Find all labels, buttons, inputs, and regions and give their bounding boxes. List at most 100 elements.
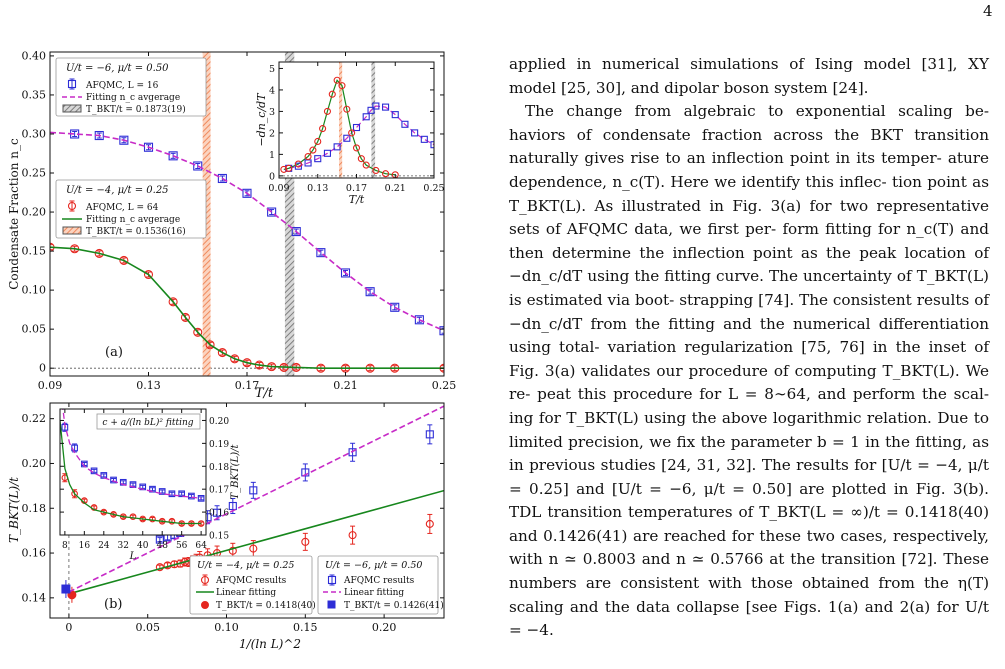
data-point-square bbox=[327, 575, 337, 585]
x-tick-label: 0.13 bbox=[136, 379, 161, 392]
y-tick-label: 0.10 bbox=[22, 284, 47, 297]
data-point-square bbox=[193, 161, 203, 171]
data-point-circle bbox=[205, 340, 215, 350]
tbkt-band bbox=[339, 62, 343, 178]
data-point-square bbox=[340, 268, 351, 278]
x-tick-label: 40 bbox=[137, 541, 149, 551]
tbkt-band bbox=[371, 62, 376, 178]
data-point-circle bbox=[357, 155, 365, 163]
x-tick-label: 0 bbox=[65, 621, 72, 634]
text-line: strapping [74]. The consistent results o… bbox=[509, 290, 990, 333]
legend-swatch bbox=[201, 601, 209, 609]
text-line: validates our procedure of computing T_B… bbox=[509, 361, 989, 404]
x-tick-label: 64 bbox=[195, 541, 207, 551]
text-line: haviors of condensate fraction across th… bbox=[509, 125, 989, 144]
data-point-square bbox=[414, 315, 424, 325]
legend-entry: Fitting n_c avgerage bbox=[86, 93, 180, 103]
data-point-circle bbox=[333, 76, 341, 84]
series-line bbox=[68, 489, 444, 595]
y-tick-label: 0.20 bbox=[22, 457, 47, 470]
data-point-circle bbox=[230, 354, 240, 364]
y-tick-label: 0.16 bbox=[209, 509, 229, 519]
data-point-square bbox=[213, 508, 222, 517]
data-point-circle bbox=[228, 546, 237, 555]
y-tick-label: 0.15 bbox=[209, 532, 229, 542]
legend-entry: T_BKT/t = 0.1418(40) bbox=[216, 600, 316, 611]
y-tick-label: 0.20 bbox=[209, 417, 229, 427]
data-point-square bbox=[333, 143, 341, 151]
y-tick-label: 3 bbox=[269, 107, 275, 118]
text-line: reached for these two cases, respectivel… bbox=[509, 526, 989, 569]
data-point-square bbox=[178, 490, 186, 498]
y-tick-label: 4 bbox=[269, 85, 275, 96]
legend-entry: AFQMC, L = 64 bbox=[85, 203, 159, 213]
legend-b: U/t = −4, μ/t = 0.25 AFQMC results Linear … bbox=[189, 555, 444, 615]
text-line: for [U/t = −4, μ/t = 0.25] and [U/t = −6… bbox=[509, 456, 990, 498]
y-tick-label: 0.25 bbox=[22, 167, 47, 180]
data-point-square bbox=[158, 488, 166, 495]
data-point-square bbox=[323, 149, 331, 157]
data-point-square bbox=[291, 227, 301, 237]
inset-a: 0.09 0.13 0.17 0.21 0.25 0 1 2 3 4 5 T/t −dn_c/dT bbox=[255, 61, 445, 206]
data-point-circle bbox=[71, 490, 78, 498]
x-tick-label: 0.20 bbox=[372, 621, 397, 634]
text-line: are plotted in Fig. 3(b). TDL transition… bbox=[509, 479, 990, 522]
y-tick-label: 0.15 bbox=[22, 245, 47, 258]
text-line: two representative sets of AFQMC data, w… bbox=[509, 196, 989, 239]
x-tick-label: 24 bbox=[98, 541, 110, 551]
panel-a: 0.09 0.13 0.17 0.21 0.25 0 0.05 0.10 0.15 0.20 0.2… bbox=[7, 49, 456, 401]
inset-y-axis-label: T_BKT(L)/t bbox=[230, 444, 241, 500]
data-point-square bbox=[382, 103, 390, 111]
text-line: the fitting, as in previous studies [24,… bbox=[509, 432, 990, 475]
inset-b: 8 16 24 32 40 48 56 640.15 0.16 0.17 0.18 0.19 0.20 c… bbox=[59, 408, 241, 562]
text-line: form fitting for n_c(T) and then determi… bbox=[509, 220, 989, 262]
legend-entry: T_BKT/t = 0.1873(19) bbox=[86, 104, 186, 115]
inset-plot-area bbox=[279, 62, 434, 178]
data-point-circle bbox=[67, 201, 77, 211]
data-point-square bbox=[348, 448, 357, 457]
paragraph-1: applied in numerical simulations of Isin… bbox=[509, 53, 989, 100]
inset-title: c + a/(ln bL)² fitting bbox=[102, 417, 193, 428]
x-tick-label: 8 bbox=[62, 541, 68, 551]
series-line bbox=[50, 131, 444, 332]
y-tick-label: 0.17 bbox=[209, 486, 229, 496]
data-point-square bbox=[314, 155, 322, 163]
data-point-circle bbox=[425, 519, 434, 528]
text-column: applied in numerical simulations of Isin… bbox=[509, 53, 989, 643]
y-tick-label: 0.22 bbox=[22, 412, 47, 425]
y-axis-label: T_BKT(L)/t bbox=[7, 477, 21, 543]
data-point-circle bbox=[348, 531, 357, 540]
data-point-circle bbox=[200, 575, 210, 585]
plot-frame bbox=[49, 402, 445, 619]
legend-swatch bbox=[62, 226, 82, 235]
data-point-square bbox=[362, 113, 370, 121]
series-line bbox=[62, 409, 202, 499]
y-tick-label: 0 bbox=[269, 171, 275, 182]
text-line: and n ≃ 0.5766 at the transition [72]. T… bbox=[509, 550, 990, 593]
data-point-square bbox=[391, 111, 399, 119]
figure-3: 0.09 0.13 0.17 0.21 0.25 0 0.05 0.10 0.15 0.20 0.2… bbox=[7, 49, 456, 651]
data-point-square bbox=[168, 490, 176, 498]
x-tick-label: 0.25 bbox=[423, 183, 444, 194]
data-point-circle bbox=[382, 170, 390, 178]
text-line: tion point as T_BKT(L). As illustrated i… bbox=[509, 172, 990, 215]
x-tick-label: 0.21 bbox=[333, 379, 358, 392]
data-point-square bbox=[301, 468, 310, 477]
x-axis-label: T/t bbox=[255, 386, 274, 401]
text-line: ing for T_BKT(L) using the above logarit… bbox=[509, 408, 932, 427]
data-point-square bbox=[430, 141, 434, 149]
data-point-square bbox=[390, 302, 400, 312]
y-tick-label: 5 bbox=[269, 64, 275, 75]
data-point-circle bbox=[348, 129, 356, 137]
inset-x-axis-label: L bbox=[129, 551, 137, 562]
data-point-circle bbox=[180, 557, 189, 567]
data-point-circle bbox=[314, 137, 322, 146]
x-tick-label: 0.21 bbox=[385, 183, 406, 194]
data-point-square bbox=[352, 123, 361, 132]
text-line: the data collapse [see Figs. 1(a) and 2(… bbox=[509, 597, 989, 640]
data-point-circle bbox=[319, 125, 327, 133]
data-point-square bbox=[67, 79, 77, 89]
y-tick-label: 0.35 bbox=[22, 88, 47, 101]
data-point-square bbox=[168, 151, 178, 161]
x-tick-label: 0.05 bbox=[135, 621, 160, 634]
